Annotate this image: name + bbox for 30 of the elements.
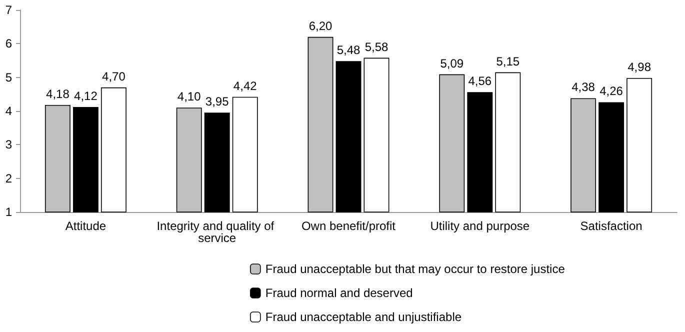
y-tick-label: 4 (5, 104, 12, 118)
data-label: 5,15 (496, 54, 520, 68)
x-tick-label: Integrity and quality of service (156, 219, 278, 245)
data-label: 4,18 (46, 86, 70, 101)
data-label: 4,98 (628, 60, 652, 74)
legend-label: Fraud unacceptable but that may occur to restore justice (265, 262, 566, 276)
data-label: 5,09 (440, 56, 464, 70)
data-label: 3,95 (205, 94, 230, 109)
data-label: 5,58 (364, 40, 389, 54)
legend-label: Fraud unacceptable and unjustifiable (265, 310, 462, 324)
data-label: 4,56 (468, 74, 492, 88)
data-label: 4,10 (177, 90, 202, 104)
y-tick-label: 5 (5, 70, 12, 84)
data-label: 4,70 (102, 69, 126, 84)
y-tick-label: 3 (5, 138, 12, 152)
y-tick-label: 6 (5, 36, 12, 51)
x-tick-label: Own benefit/profit (301, 219, 396, 233)
data-label: 5,48 (336, 43, 360, 58)
data-label: 4,42 (233, 78, 258, 93)
data-label: 4,26 (600, 84, 624, 98)
data-label: 6,20 (308, 18, 332, 33)
data-label: 4,38 (572, 80, 596, 94)
y-tick-label: 1 (5, 205, 12, 219)
x-tick-label: Satisfaction (580, 219, 642, 233)
data-label: 4,12 (74, 88, 98, 103)
legend-label: Fraud normal and deserved (265, 286, 413, 300)
x-tick-label: Attitude (65, 219, 106, 233)
y-tick-label: 7 (5, 3, 12, 17)
x-tick-label: Utility and purpose (430, 219, 530, 233)
y-tick-label: 2 (5, 171, 12, 186)
